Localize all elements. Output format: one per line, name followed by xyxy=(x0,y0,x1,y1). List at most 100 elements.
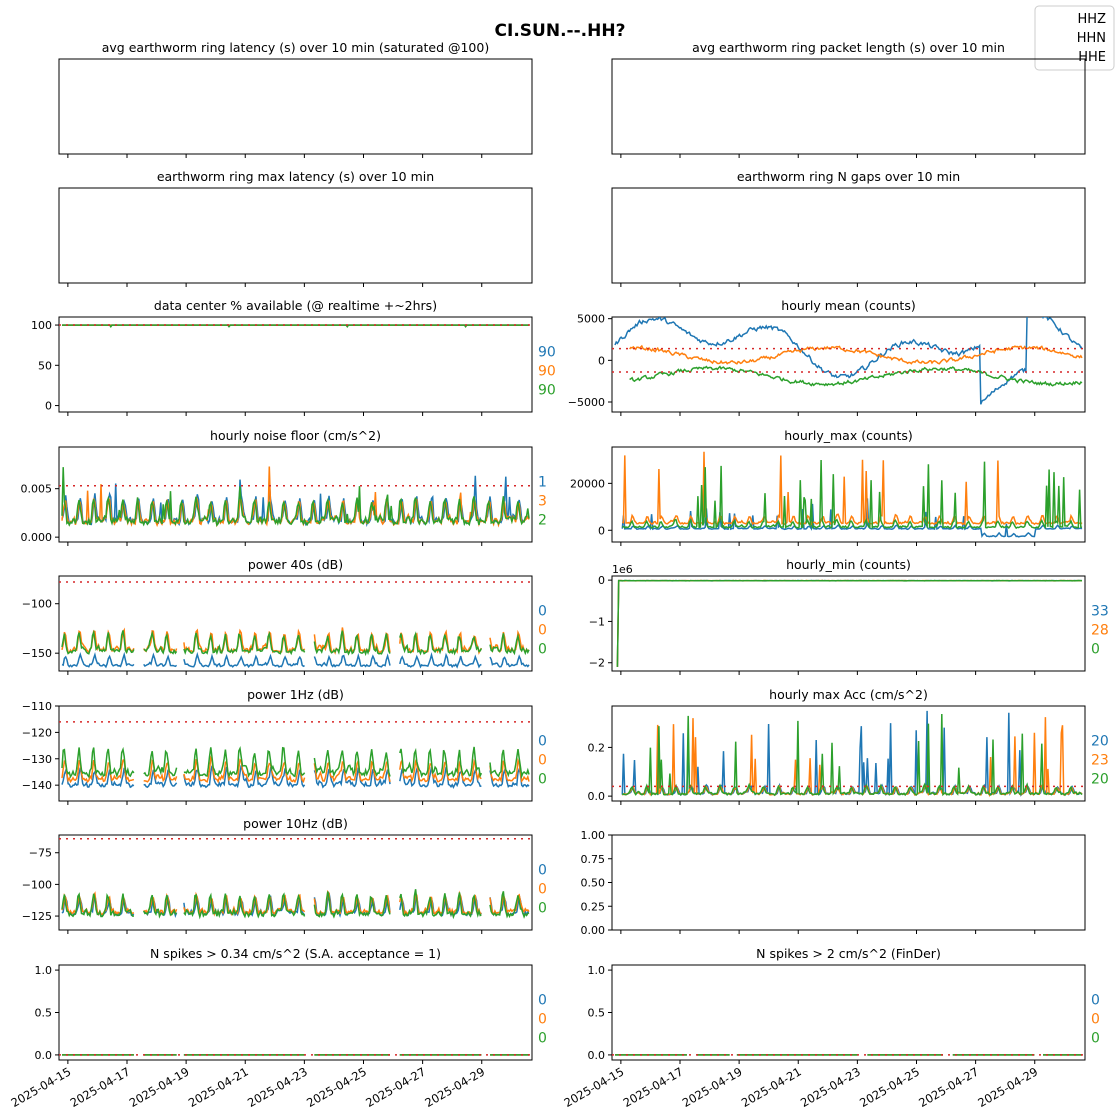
y-tick-label: 100 xyxy=(31,319,52,332)
subplot-title: earthworm ring N gaps over 10 min xyxy=(737,169,960,184)
subplot-p14: 0.00 0.25 0.50 0.75 1.00 xyxy=(581,829,1086,937)
y-tick-label: −2 xyxy=(589,657,605,670)
subplot-title: hourly_min (counts) xyxy=(786,557,911,572)
axes-frame xyxy=(58,705,533,802)
series-line-hhe xyxy=(61,467,530,527)
axes-frame xyxy=(611,58,1086,155)
side-label-hhn: 23 xyxy=(1091,753,1109,769)
side-label-hhz: 90 xyxy=(538,345,556,361)
axes-frame xyxy=(58,834,533,931)
subplot-title: hourly noise floor (cm/s^2) xyxy=(210,428,381,443)
side-label-hhe: 2 xyxy=(538,513,547,529)
y-tick-label: 50 xyxy=(38,359,52,372)
series-line-hhn xyxy=(61,754,530,784)
axes-frame xyxy=(58,187,533,284)
side-label-hhn: 0 xyxy=(538,882,547,898)
side-label-hhz: 33 xyxy=(1091,604,1109,620)
y-tick-label: 0.5 xyxy=(588,1007,606,1020)
subplot-title: power 1Hz (dB) xyxy=(247,687,344,702)
legend-entry-hhe: HHE xyxy=(1078,50,1106,65)
subplot-p12: hourly max Acc (cm/s^2) 0.0 0.2 20 23 20 xyxy=(588,687,1109,805)
side-label-hhn: 0 xyxy=(538,753,547,769)
subplot-title: power 40s (dB) xyxy=(248,557,343,572)
axes-frame xyxy=(611,575,1086,672)
subplot-p3: earthworm ring max latency (s) over 10 m… xyxy=(58,169,533,287)
subplot-title: avg earthworm ring packet length (s) ove… xyxy=(692,40,1005,55)
subplot-title: avg earthworm ring latency (s) over 10 m… xyxy=(102,40,489,55)
subplot-p1: avg earthworm ring latency (s) over 10 m… xyxy=(58,40,533,158)
side-label-hhz: 0 xyxy=(538,734,547,750)
y-tick-label: −100 xyxy=(22,598,52,611)
subplot-p8: hourly_max (counts) 0 20000 xyxy=(570,428,1086,546)
y-tick-label: 0.50 xyxy=(581,877,606,890)
y-tick-label: −120 xyxy=(22,726,52,739)
series-line-hhe xyxy=(61,889,530,920)
subplot-title: data center % available (@ realtime +~2h… xyxy=(154,298,437,313)
y-tick-label: −5000 xyxy=(568,396,605,409)
side-label-hhz: 0 xyxy=(538,993,547,1009)
axes-frame xyxy=(58,575,533,672)
subplot-p4: earthworm ring N gaps over 10 min xyxy=(611,169,1086,287)
side-label-hhz: 0 xyxy=(538,863,547,879)
y-tick-label: 0.75 xyxy=(581,853,606,866)
subplot-p9: power 40s (dB) −150 −100 0 0 0 xyxy=(22,557,547,675)
side-label-hhe: 0 xyxy=(538,772,547,788)
y-tick-label: −125 xyxy=(22,910,52,923)
subplot-title: N spikes > 0.34 cm/s^2 (S.A. acceptance … xyxy=(150,946,441,961)
axes-frame xyxy=(611,446,1086,543)
series-line-hhe xyxy=(61,629,530,657)
legend: HHZ HHN HHE xyxy=(1034,5,1115,71)
y-tick-label: 1.0 xyxy=(35,964,53,977)
side-label-hhn: 90 xyxy=(538,364,556,380)
y-tick-label: 0.000 xyxy=(21,531,53,544)
series-line-hhe xyxy=(622,459,1083,530)
y-tick-label: 5000 xyxy=(577,313,605,326)
side-label-hhe: 0 xyxy=(1091,1031,1100,1047)
figure-suptitle: CI.SUN.--.HH? xyxy=(495,21,626,41)
y-tick-label: −75 xyxy=(29,847,52,860)
axes-frame xyxy=(58,316,533,413)
axes-frame xyxy=(58,58,533,155)
subplot-title: hourly_max (counts) xyxy=(784,428,913,443)
subplot-p2: avg earthworm ring packet length (s) ove… xyxy=(611,40,1086,158)
subplot-p13: power 10Hz (dB) −125 −100 −75 0 0 0 xyxy=(22,816,547,934)
side-label-hhe: 0 xyxy=(538,901,547,917)
series-line-hhe xyxy=(629,365,1083,387)
subplot-title: power 10Hz (dB) xyxy=(243,816,348,831)
y-tick-label: −130 xyxy=(22,753,52,766)
subplot-title: hourly mean (counts) xyxy=(781,298,915,313)
subplot-p7: hourly noise floor (cm/s^2) 0.000 0.005 1 3 2 xyxy=(21,428,547,546)
side-label-hhe: 20 xyxy=(1091,772,1109,788)
subplot-title: hourly max Acc (cm/s^2) xyxy=(769,687,928,702)
side-label-hhn: 0 xyxy=(538,1012,547,1028)
y-tick-label: −110 xyxy=(22,700,52,713)
subplot-p11: power 1Hz (dB) −140 −130 −120 −110 0 0 0 xyxy=(22,687,547,805)
side-label-hhn: 0 xyxy=(1091,1012,1100,1028)
y-tick-label: 20000 xyxy=(570,477,605,490)
y-offset-text: 1e6 xyxy=(612,563,633,576)
series-line-hhe xyxy=(616,579,1083,667)
side-label-hhz: 20 xyxy=(1091,734,1109,750)
side-label-hhz: 0 xyxy=(538,604,547,620)
y-tick-label: 0.5 xyxy=(35,1007,53,1020)
axes-frame xyxy=(611,187,1086,284)
legend-entry-hhz: HHZ xyxy=(1078,12,1107,27)
y-tick-label: −1 xyxy=(589,615,605,628)
axes-frame xyxy=(611,316,1086,413)
side-label-hhz: 1 xyxy=(538,475,547,491)
side-label-hhe: 0 xyxy=(538,642,547,658)
subplot-title: earthworm ring max latency (s) over 10 m… xyxy=(157,169,434,184)
y-tick-label: 0 xyxy=(598,524,605,537)
y-tick-label: 0 xyxy=(598,354,605,367)
legend-entry-hhn: HHN xyxy=(1077,31,1106,46)
legend-box xyxy=(1034,5,1115,71)
y-tick-label: 1.0 xyxy=(588,964,606,977)
series-line-hhe xyxy=(61,746,530,780)
y-tick-label: 0.0 xyxy=(588,1049,606,1062)
y-tick-label: 0 xyxy=(45,400,52,413)
series-line-hhz xyxy=(614,317,1083,405)
series-line-hhz xyxy=(61,651,530,669)
y-tick-label: 0.00 xyxy=(581,924,606,937)
side-label-hhn: 3 xyxy=(538,494,547,510)
